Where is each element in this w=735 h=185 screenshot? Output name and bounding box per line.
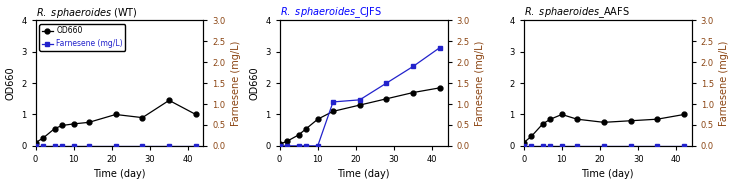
Line: OD660: OD660 — [277, 85, 442, 147]
OD660 — [653, 118, 662, 120]
Farnesene (mg/L) — [626, 145, 635, 147]
OD660 — [538, 123, 547, 125]
Farnesene (mg/L) — [409, 65, 417, 68]
OD660 — [39, 137, 48, 139]
OD660 — [111, 113, 120, 116]
Farnesene (mg/L) — [111, 145, 120, 147]
Text: $\it{R.\ sphaeroides}$ (WT): $\it{R.\ sphaeroides}$ (WT) — [35, 6, 137, 20]
Farnesene (mg/L) — [436, 46, 445, 49]
OD660 — [409, 91, 417, 94]
Line: Farnesene (mg/L): Farnesene (mg/L) — [277, 45, 442, 148]
OD660 — [436, 87, 445, 89]
Farnesene (mg/L) — [382, 82, 391, 84]
Farnesene (mg/L) — [355, 99, 364, 101]
Farnesene (mg/L) — [191, 145, 200, 147]
Farnesene (mg/L) — [573, 145, 581, 147]
Farnesene (mg/L) — [138, 145, 147, 147]
Y-axis label: Farnesene (mg/L): Farnesene (mg/L) — [232, 41, 241, 126]
OD660 — [527, 135, 536, 138]
Farnesene (mg/L) — [302, 145, 311, 147]
Farnesene (mg/L) — [39, 145, 48, 147]
OD660 — [283, 140, 292, 142]
Farnesene (mg/L) — [165, 145, 173, 147]
Farnesene (mg/L) — [283, 145, 292, 147]
OD660 — [382, 98, 391, 100]
OD660 — [355, 104, 364, 106]
OD660 — [557, 113, 566, 116]
Y-axis label: Farnesene (mg/L): Farnesene (mg/L) — [476, 41, 485, 126]
Farnesene (mg/L) — [680, 145, 689, 147]
OD660 — [275, 143, 284, 145]
Farnesene (mg/L) — [653, 145, 662, 147]
OD660 — [191, 113, 200, 116]
OD660 — [165, 99, 173, 102]
Farnesene (mg/L) — [58, 145, 67, 147]
X-axis label: Time (day): Time (day) — [581, 169, 634, 179]
Farnesene (mg/L) — [85, 145, 93, 147]
OD660 — [519, 142, 528, 144]
Farnesene (mg/L) — [31, 145, 40, 147]
Farnesene (mg/L) — [313, 145, 322, 147]
Y-axis label: Farnesene (mg/L): Farnesene (mg/L) — [720, 41, 729, 126]
OD660 — [58, 124, 67, 127]
X-axis label: Time (day): Time (day) — [93, 169, 146, 179]
OD660 — [329, 110, 337, 112]
Text: $\it{R.\ sphaeroides}$_AAFS: $\it{R.\ sphaeroides}$_AAFS — [523, 6, 629, 20]
Farnesene (mg/L) — [557, 145, 566, 147]
Farnesene (mg/L) — [546, 145, 555, 147]
OD660 — [546, 118, 555, 120]
OD660 — [573, 118, 581, 120]
Farnesene (mg/L) — [50, 145, 59, 147]
Line: Farnesene (mg/L): Farnesene (mg/L) — [33, 143, 198, 148]
OD660 — [626, 120, 635, 122]
OD660 — [138, 117, 147, 119]
Farnesene (mg/L) — [538, 145, 547, 147]
OD660 — [600, 121, 609, 123]
OD660 — [302, 127, 311, 130]
Line: Farnesene (mg/L): Farnesene (mg/L) — [521, 143, 686, 148]
Farnesene (mg/L) — [527, 145, 536, 147]
Line: OD660: OD660 — [521, 112, 686, 145]
Y-axis label: OD660: OD660 — [250, 66, 259, 100]
Y-axis label: OD660: OD660 — [6, 66, 15, 100]
OD660 — [85, 121, 93, 123]
Farnesene (mg/L) — [69, 145, 78, 147]
Farnesene (mg/L) — [519, 145, 528, 147]
Text: $\it{R.\ sphaeroides}$_CJFS: $\it{R.\ sphaeroides}$_CJFS — [279, 6, 381, 20]
OD660 — [31, 142, 40, 144]
Farnesene (mg/L) — [600, 145, 609, 147]
Farnesene (mg/L) — [294, 145, 303, 147]
OD660 — [294, 134, 303, 136]
Farnesene (mg/L) — [275, 145, 284, 147]
Line: OD660: OD660 — [33, 98, 198, 145]
Farnesene (mg/L) — [329, 101, 337, 103]
Legend: OD660, Farnesene (mg/L): OD660, Farnesene (mg/L) — [40, 24, 125, 51]
OD660 — [50, 127, 59, 130]
OD660 — [69, 123, 78, 125]
OD660 — [680, 113, 689, 116]
OD660 — [313, 118, 322, 120]
X-axis label: Time (day): Time (day) — [337, 169, 390, 179]
